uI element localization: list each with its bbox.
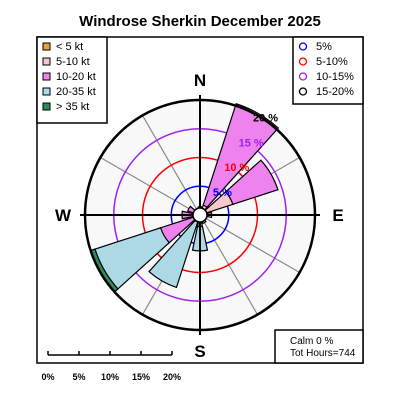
ring-label: 5 % [213, 187, 232, 199]
ring-legend-label: 5% [316, 41, 332, 53]
ring-legend-marker [298, 72, 308, 81]
speed-legend-label: 10-20 kt [56, 71, 96, 83]
ring-legend-label: 15-20% [316, 86, 354, 98]
speed-legend-swatch [42, 57, 51, 66]
ring-legend-box [292, 36, 364, 105]
info-box-frame [274, 329, 364, 364]
petal-segment [224, 159, 279, 206]
radial-line [205, 217, 300, 274]
ring-legend-label: 5-10% [316, 56, 348, 68]
speed-legend-label: 20-35 kt [56, 86, 96, 98]
speed-legend-swatch [42, 102, 51, 111]
scale-bar: 0% 5% 10% 15% 20% [41, 351, 181, 382]
radial-line [202, 220, 259, 315]
ring-legend-marker [298, 57, 308, 66]
chart-title: Windrose Sherkin December 2025 [79, 13, 321, 30]
compass-south: S [194, 342, 205, 361]
scale-label: 5% [72, 372, 85, 382]
ring-legend-marker [298, 87, 308, 96]
ring-label: 10 % [224, 162, 249, 174]
compass-east: E [332, 206, 343, 225]
ring-label: 20 % [253, 112, 278, 124]
info-box: Calm 0 % Tot Hours=744 [274, 329, 364, 364]
scale-label: 0% [41, 372, 54, 382]
speed-legend-swatch [42, 87, 51, 96]
scale-label: 10% [101, 372, 119, 382]
petal-segment [202, 102, 280, 209]
ring-legend-label: 10-15% [316, 71, 354, 83]
scale-label: 20% [163, 372, 181, 382]
ring-labels: 5 % 10 % 15 % 20 % [213, 112, 278, 199]
speed-legend-label: > 35 kt [56, 101, 89, 113]
speed-legend: < 5 kt 5-10 kt 10-20 kt 20-35 kt > 35 kt [36, 36, 108, 124]
plot-frame [36, 36, 364, 364]
compass-west: W [55, 206, 72, 225]
petals [90, 102, 280, 293]
speed-legend-swatch [42, 42, 51, 51]
calm-center [192, 207, 208, 223]
calm-label: Calm 0 % [290, 336, 333, 347]
speed-legend-label: 5-10 kt [56, 56, 90, 68]
hours-label: Tot Hours=744 [290, 348, 356, 359]
speed-legend-label: < 5 kt [56, 41, 83, 53]
radial-line [141, 115, 198, 210]
ring-legend-marker [298, 42, 308, 51]
ring-legend: 5% 5-10% 10-15% 15-20% [292, 36, 364, 105]
scale-label: 15% [132, 372, 150, 382]
radial-line [100, 156, 195, 213]
ring-label: 15 % [239, 137, 264, 149]
speed-legend-swatch [42, 72, 51, 81]
compass-north: N [194, 71, 206, 90]
